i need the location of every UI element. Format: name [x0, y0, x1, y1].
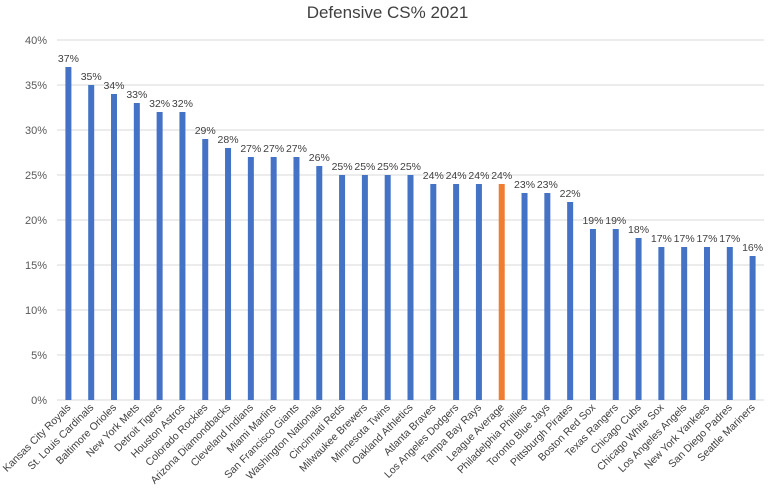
bar: [88, 85, 95, 400]
data-label: 37%: [58, 53, 79, 65]
bar: [430, 184, 437, 400]
data-label: 25%: [400, 161, 421, 173]
bar: [202, 139, 209, 400]
data-label: 22%: [560, 188, 581, 200]
data-label: 26%: [309, 152, 330, 164]
data-label: 33%: [126, 89, 147, 101]
y-tick-label: 40%: [25, 35, 47, 47]
data-label: 19%: [605, 215, 626, 227]
y-tick-label: 15%: [25, 260, 47, 272]
bar: [521, 193, 528, 400]
data-label: 32%: [149, 98, 170, 110]
bar: [111, 94, 118, 400]
data-label: 23%: [514, 179, 535, 191]
bar: [316, 166, 323, 400]
data-label: 27%: [240, 143, 261, 155]
data-label: 25%: [354, 161, 375, 173]
data-label: 19%: [582, 215, 603, 227]
y-tick-label: 25%: [25, 170, 47, 182]
bar: [339, 175, 346, 400]
data-label: 32%: [172, 98, 193, 110]
bar: [225, 148, 232, 400]
data-label: 17%: [696, 233, 717, 245]
y-tick-label: 5%: [31, 350, 47, 362]
bar: [681, 247, 688, 400]
bar: [475, 184, 482, 400]
data-label: 17%: [674, 233, 695, 245]
bar: [498, 184, 505, 400]
bar: [156, 112, 163, 400]
bar: [407, 175, 414, 400]
data-label: 34%: [104, 80, 125, 92]
chart-title: Defensive CS% 2021: [306, 3, 469, 22]
data-label: 25%: [332, 161, 353, 173]
data-label: 25%: [377, 161, 398, 173]
bar: [589, 229, 596, 400]
bar: [179, 112, 186, 400]
y-tick-label: 35%: [25, 80, 47, 92]
bar: [361, 175, 368, 400]
data-label: 18%: [628, 224, 649, 236]
data-label: 29%: [195, 125, 216, 137]
data-label: 24%: [468, 170, 489, 182]
bar: [293, 157, 300, 400]
y-tick-label: 0%: [31, 395, 47, 407]
bar: [247, 157, 254, 400]
y-tick-label: 10%: [25, 305, 47, 317]
data-label: 17%: [651, 233, 672, 245]
data-label: 24%: [491, 170, 512, 182]
bar: [453, 184, 460, 400]
data-label: 23%: [537, 179, 558, 191]
bar: [544, 193, 551, 400]
y-tick-label: 30%: [25, 125, 47, 137]
bar: [65, 67, 72, 400]
bar: [726, 247, 733, 400]
data-label: 24%: [423, 170, 444, 182]
data-label: 17%: [719, 233, 740, 245]
data-label: 35%: [81, 71, 102, 83]
data-label: 27%: [263, 143, 284, 155]
bar: [612, 229, 619, 400]
y-tick-label: 20%: [25, 215, 47, 227]
bar: [270, 157, 277, 400]
data-label: 28%: [218, 134, 239, 146]
bar: [703, 247, 710, 400]
bar: [749, 256, 756, 400]
data-label: 27%: [286, 143, 307, 155]
bar: [635, 238, 642, 400]
bar: [384, 175, 391, 400]
bar: [658, 247, 665, 400]
bar: [133, 103, 140, 400]
bar: [567, 202, 574, 400]
data-label: 16%: [742, 242, 763, 254]
data-label: 24%: [446, 170, 467, 182]
